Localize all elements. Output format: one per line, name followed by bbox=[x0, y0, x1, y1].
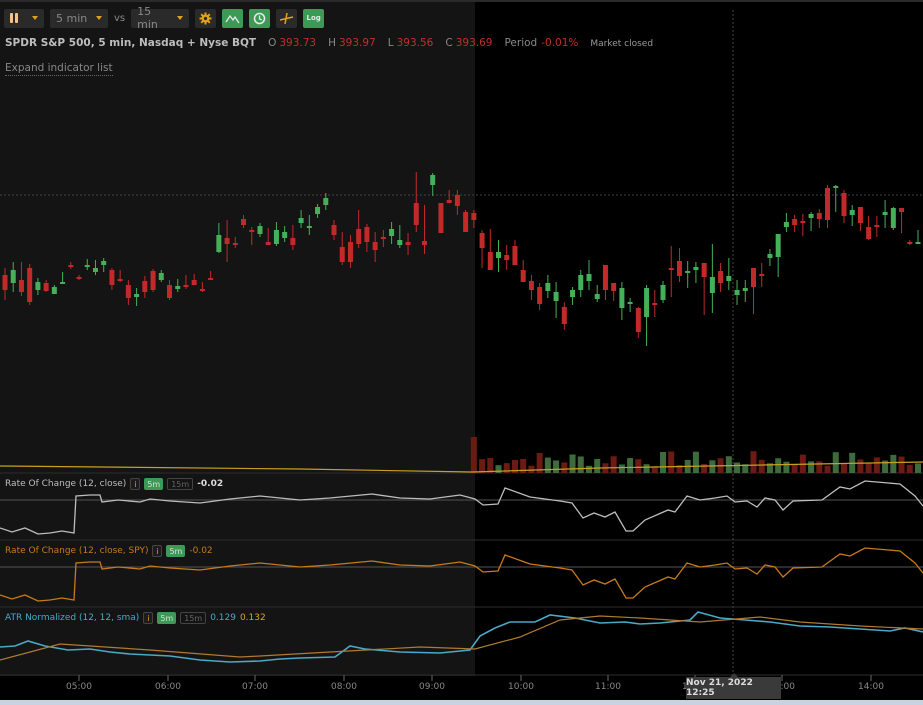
market-status: Market closed bbox=[590, 39, 654, 49]
close-label: C bbox=[445, 37, 453, 49]
indicator-name: Rate Of Change (12, close) bbox=[5, 479, 127, 489]
log-icon: Log bbox=[306, 14, 321, 22]
indicator-roc-spy-label: Rate Of Change (12, close, SPY) i 5m -0.… bbox=[5, 545, 213, 557]
time-tick-label: 05:00 bbox=[66, 682, 92, 692]
pill-15m[interactable]: 15m bbox=[167, 478, 194, 490]
settings-button[interactable] bbox=[195, 8, 217, 28]
chart-toolbar: 5 min vs 15 min Log bbox=[4, 5, 325, 31]
line-drawing-button[interactable] bbox=[222, 8, 244, 28]
time-tick-label: 14:00 bbox=[858, 682, 884, 692]
gear-icon bbox=[199, 12, 212, 24]
indicator-atr-label: ATR Normalized (12, 12, sma) i 5m 15m 0.… bbox=[5, 612, 266, 624]
chevron-down-icon bbox=[32, 16, 38, 20]
pill-5m[interactable]: 5m bbox=[144, 478, 164, 490]
chart-type-dropdown[interactable] bbox=[4, 8, 44, 28]
vs-label: vs bbox=[114, 12, 126, 24]
indicator-value: -0.02 bbox=[197, 479, 224, 489]
time-tick-label: 06:00 bbox=[155, 682, 181, 692]
crosshair-time-tooltip: Nov 21, 2022 12:25 bbox=[686, 673, 781, 699]
indicator-name: Rate Of Change (12, close, SPY) bbox=[5, 546, 149, 556]
pill-5m[interactable]: 5m bbox=[157, 612, 177, 624]
instrument-header: SPDR S&P 500, 5 min, Nasdaq + Nyse BQT O… bbox=[5, 37, 653, 49]
close-value: 393.69 bbox=[455, 37, 493, 49]
low-label: L bbox=[387, 37, 394, 49]
info-icon[interactable]: i bbox=[130, 478, 141, 490]
compare-interval-value: 15 min bbox=[137, 5, 158, 31]
indicator-roc-label: Rate Of Change (12, close) i 5m 15m -0.0… bbox=[5, 478, 223, 490]
top-border bbox=[0, 0, 923, 2]
open-label: O bbox=[268, 37, 277, 49]
clock-button[interactable] bbox=[249, 8, 271, 28]
interval-dropdown[interactable]: 5 min bbox=[50, 8, 108, 28]
time-tick-label: 11:00 bbox=[595, 682, 621, 692]
info-icon[interactable]: i bbox=[152, 545, 163, 557]
time-tick-label: 08:00 bbox=[331, 682, 357, 692]
pill-15m[interactable]: 15m bbox=[180, 612, 207, 624]
high-value: 393.97 bbox=[339, 37, 376, 49]
indicator-value: -0.02 bbox=[189, 546, 213, 556]
high-label: H bbox=[328, 37, 336, 49]
expand-indicator-list-link[interactable]: Expand indicator list bbox=[5, 62, 113, 76]
chart-line-icon bbox=[225, 14, 240, 24]
window-bottom-edge bbox=[0, 700, 923, 705]
period-value: -0.01% bbox=[541, 37, 579, 49]
time-tick-label: 07:00 bbox=[242, 682, 268, 692]
log-scale-button[interactable]: Log bbox=[303, 8, 325, 28]
clock-icon bbox=[253, 12, 266, 24]
indicator-name: ATR Normalized (12, 12, sma) bbox=[5, 613, 140, 623]
chevron-down-icon bbox=[177, 16, 184, 20]
compare-interval-dropdown[interactable]: 15 min bbox=[131, 5, 190, 31]
info-icon[interactable]: i bbox=[143, 612, 154, 624]
time-tick-label: 13:00 bbox=[769, 682, 795, 692]
time-tick-label: 09:00 bbox=[419, 682, 445, 692]
indicator-value-ma: 0.132 bbox=[239, 613, 266, 623]
crosshair-button[interactable] bbox=[276, 8, 298, 28]
crosshair-icon bbox=[279, 12, 294, 24]
candlestick-icon bbox=[10, 13, 18, 23]
chevron-down-icon bbox=[96, 16, 102, 20]
instrument-name: SPDR S&P 500, 5 min, Nasdaq + Nyse BQT bbox=[5, 37, 257, 49]
pill-5m[interactable]: 5m bbox=[166, 545, 186, 557]
period-label: Period bbox=[504, 37, 538, 49]
interval-value: 5 min bbox=[56, 11, 88, 25]
low-value: 393.56 bbox=[396, 37, 434, 49]
time-tick-label: 10:00 bbox=[508, 682, 534, 692]
indicator-value: 0.129 bbox=[210, 613, 236, 623]
open-value: 393.73 bbox=[279, 37, 317, 49]
